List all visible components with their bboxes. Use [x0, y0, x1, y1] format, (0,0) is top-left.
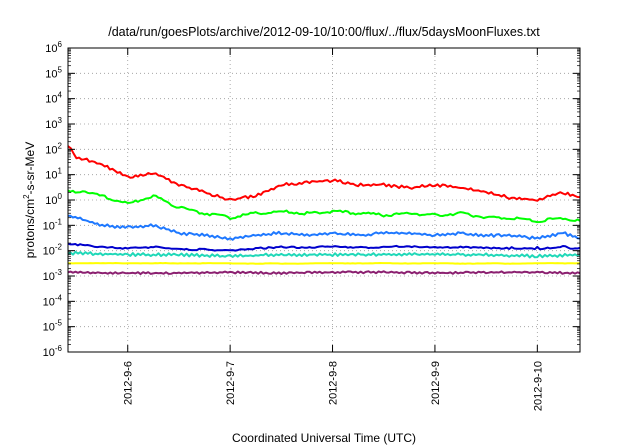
series-line	[67, 270, 581, 276]
y-tick-base: 10	[45, 195, 57, 207]
series-line	[67, 250, 581, 259]
series-line	[68, 262, 581, 265]
y-tick-exponent: 5	[58, 65, 63, 74]
x-tick-label: 2012-9-6	[123, 361, 135, 405]
y-tick-label: 10-6	[43, 344, 63, 359]
x-tick-label: 2012-9-10	[532, 361, 544, 411]
plot-frame	[67, 47, 581, 353]
y-tick-exponent: 2	[58, 141, 63, 150]
series-layer	[67, 145, 581, 276]
y-tick-base: 10	[45, 94, 57, 106]
y-tick-base: 10	[43, 347, 55, 359]
y-axis-label-sup: 2	[22, 194, 31, 199]
y-tick-exponent: 4	[58, 91, 63, 100]
y-tick-label: 10-4	[43, 293, 63, 308]
y-tick-label: 10-5	[43, 319, 63, 334]
y-tick-base: 10	[45, 43, 57, 55]
y-tick-exponent: -1	[55, 217, 63, 226]
y-tick-exponent: 6	[58, 40, 63, 49]
y-tick-label: 102	[45, 141, 62, 156]
y-tick-base: 10	[43, 246, 55, 258]
y-tick-base: 10	[43, 271, 55, 283]
chart-title: /data/run/goesPlots/archive/2012-09-10/1…	[108, 25, 540, 39]
y-tick-label: 104	[45, 91, 62, 106]
y-tick-label: 106	[45, 40, 62, 55]
series-line	[67, 189, 581, 224]
y-tick-base: 10	[43, 220, 55, 232]
y-tick-label: 101	[45, 167, 62, 182]
y-tick-exponent: -5	[55, 319, 63, 328]
x-tick-label: 2012-9-8	[328, 361, 340, 405]
y-tick-exponent: 3	[58, 116, 63, 125]
y-tick-label: 10-3	[43, 268, 63, 283]
x-tick-label: 2012-9-9	[430, 361, 442, 405]
y-tick-label: 105	[45, 65, 62, 80]
y-axis-label-prefix: protons/cm	[23, 199, 37, 258]
y-tick-base: 10	[43, 296, 55, 308]
x-tick-label: 2012-9-7	[225, 361, 237, 405]
y-tick-exponent: -3	[55, 268, 63, 277]
y-tick-base: 10	[45, 119, 57, 131]
y-tick-exponent: -4	[55, 293, 63, 302]
series-line	[67, 145, 581, 202]
y-tick-base: 10	[45, 68, 57, 80]
y-tick-exponent: 1	[58, 167, 63, 176]
y-tick-base: 10	[45, 170, 57, 182]
y-tick-label: 100	[45, 192, 62, 207]
y-axis-label-suffix: -s-sr-MeV	[23, 142, 37, 195]
y-tick-base: 10	[45, 144, 57, 156]
y-tick-exponent: -6	[55, 344, 63, 353]
x-tick-labels: 2012-9-6 2012-9-7 2012-9-8 2012-9-9 2012-9-1…	[123, 361, 545, 411]
x-axis-label: Coordinated Universal Time (UTC)	[232, 431, 416, 445]
series-line	[67, 214, 581, 241]
y-tick-label: 10-2	[43, 243, 63, 258]
y-tick-base: 10	[43, 322, 55, 334]
y-tick-label: 103	[45, 116, 62, 131]
y-tick-labels: 10-610-510-410-310-210-11001011021031041…	[43, 40, 63, 359]
series-line	[67, 242, 581, 252]
y-tick-exponent: 0	[58, 192, 63, 201]
y-tick-label: 10-1	[43, 217, 63, 232]
y-tick-exponent: -2	[55, 243, 63, 252]
y-axis-label: protons/cm2-s-sr-MeV	[22, 142, 37, 258]
